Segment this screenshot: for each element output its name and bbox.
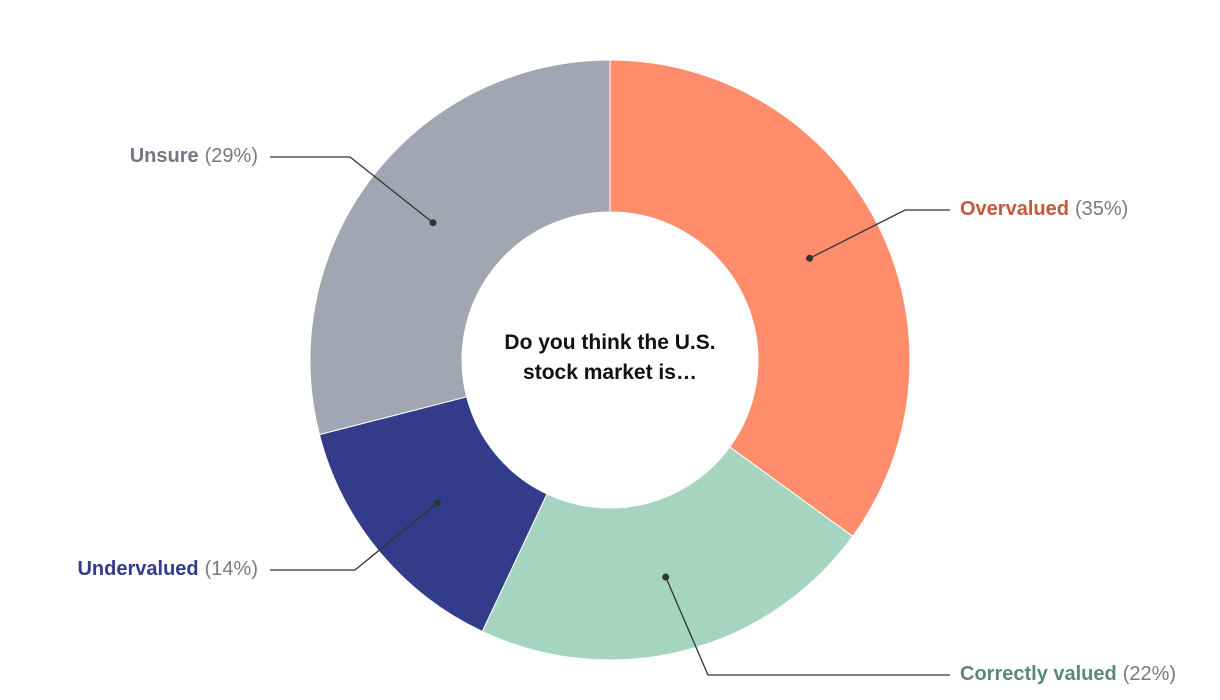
leader-line [809,209,950,259]
category-label: Correctly valued [960,663,1117,685]
leader-line [270,156,434,224]
leader-dot [433,499,441,507]
value-label: (14%) [205,558,258,580]
donut-slice [481,446,854,661]
chart-title: Do you think the U.S. stock market is… [504,331,716,384]
category-label: Unsure [130,145,199,167]
value-label: (29%) [205,145,258,167]
category-label: Undervalued [77,558,198,580]
value-label: (35%) [1075,198,1128,220]
leader-dot [806,254,814,262]
slice-label: Unsure (29%) [130,145,258,167]
leader-line [270,502,438,571]
value-label: (22%) [1123,663,1176,685]
donut-slice [318,396,548,633]
slice-label: Correctly valued (22%) [960,663,1176,685]
leader-dot [429,219,437,227]
slice-label: Undervalued (14%) [77,558,258,580]
donut-slice [609,59,911,538]
slice-label: Overvalued (35%) [960,198,1128,220]
leader-dot [662,573,670,581]
category-label: Overvalued [960,198,1069,220]
leader-line [665,576,950,676]
donut-slice [309,59,611,436]
